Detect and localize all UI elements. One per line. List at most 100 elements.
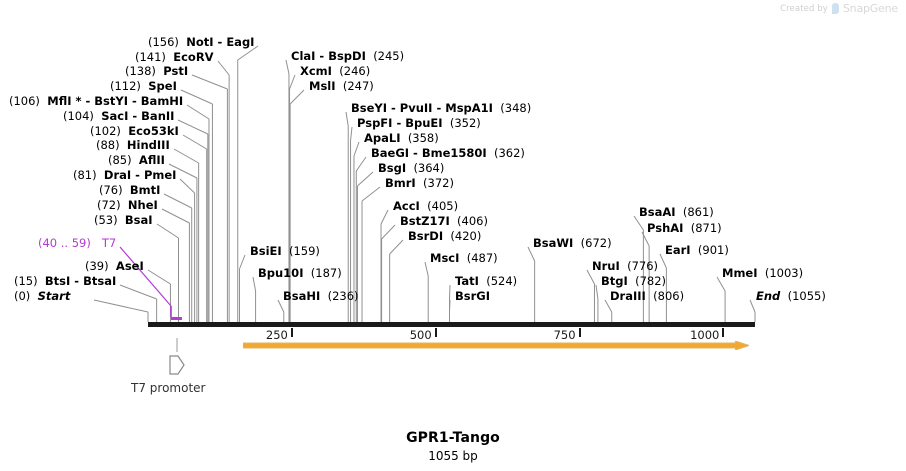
enzyme-label-notI-eagI[interactable]: (156) NotI - EagI bbox=[148, 36, 254, 48]
ruler-label-500: 500 bbox=[409, 328, 432, 342]
leader-claI-bspDI bbox=[285, 59, 290, 75]
enzyme-label-nruI[interactable]: NruI (776) bbox=[592, 260, 658, 272]
enzyme-name: EarI bbox=[665, 243, 691, 257]
enzyme-label-speI[interactable]: (112) SpeI bbox=[110, 80, 177, 92]
terminal-label-start[interactable]: (0) Start bbox=[14, 290, 70, 302]
enzyme-label-draIII[interactable]: DraIII (806) bbox=[610, 290, 684, 302]
enzyme-label-mflI-bstYI-bamHI[interactable]: (106) MflI * - BstYI - BamHI bbox=[9, 95, 183, 107]
terminal-position: (0) bbox=[14, 289, 31, 303]
leader-apaLI bbox=[353, 141, 360, 157]
enzyme-position: (246) bbox=[339, 64, 371, 78]
enzyme-label-xcmI[interactable]: XcmI (246) bbox=[300, 65, 370, 77]
enzyme-label-earI[interactable]: EarI (901) bbox=[665, 244, 729, 256]
enzyme-position: (39) bbox=[85, 259, 109, 273]
enzyme-position: (15) bbox=[14, 274, 38, 288]
enzyme-position: (524) bbox=[486, 274, 518, 288]
leader-bsgI bbox=[357, 171, 374, 187]
enzyme-label-pstI[interactable]: (138) PstI bbox=[125, 65, 188, 77]
enzyme-position: (245) bbox=[373, 49, 405, 63]
ruler-label-750: 750 bbox=[553, 328, 576, 342]
feature-leader-t7 bbox=[119, 246, 172, 307]
enzyme-position: (81) bbox=[73, 168, 97, 182]
enzyme-label-bsgI[interactable]: BsgI (364) bbox=[378, 162, 444, 174]
t7-name: T7 bbox=[101, 236, 117, 250]
enzyme-label-bseYI-pvuII-mspA1I[interactable]: BseYI - PvuII - MspA1I (348) bbox=[351, 102, 531, 114]
enzyme-label-tatI[interactable]: TatI (524) bbox=[455, 275, 517, 287]
enzyme-name: AccI bbox=[393, 199, 420, 213]
enzyme-label-bmtI[interactable]: (76) BmtI bbox=[99, 184, 160, 196]
enzyme-label-bsaI[interactable]: (53) BsaI bbox=[94, 214, 153, 226]
enzyme-label-bstZ17I[interactable]: BstZ17I (406) bbox=[400, 215, 488, 227]
sequence-backbone[interactable] bbox=[148, 322, 755, 327]
orf-arrow-shape[interactable] bbox=[242, 341, 750, 350]
enzyme-position: (358) bbox=[407, 131, 439, 145]
enzyme-name: BsaHI bbox=[283, 289, 321, 303]
enzyme-label-pshAI[interactable]: PshAI (871) bbox=[647, 222, 722, 234]
terminal-label-end[interactable]: End (1055) bbox=[756, 290, 826, 302]
enzyme-label-bmrI[interactable]: BmrI (372) bbox=[385, 177, 454, 189]
enzyme-label-bsaWI[interactable]: BsaWI (672) bbox=[533, 237, 612, 249]
leader-hindIII bbox=[173, 148, 199, 164]
enzyme-position: (348) bbox=[500, 101, 532, 115]
enzyme-position: (53) bbox=[94, 213, 118, 227]
ruler-tick-1000 bbox=[722, 328, 725, 337]
enzyme-label-apaLI[interactable]: ApaLI (358) bbox=[364, 132, 439, 144]
feature-bar-t7[interactable] bbox=[171, 317, 182, 320]
leader-aseI bbox=[147, 269, 171, 285]
terminal-position: (1055) bbox=[787, 289, 826, 303]
enzyme-name: SpeI bbox=[148, 79, 177, 93]
enzyme-name: BsaWI bbox=[533, 236, 574, 250]
enzyme-label-accI[interactable]: AccI (405) bbox=[393, 200, 458, 212]
enzyme-name: EcoRV bbox=[173, 50, 214, 64]
enzyme-name: DraI - PmeI bbox=[103, 168, 177, 182]
enzyme-position: (88) bbox=[96, 138, 120, 152]
enzyme-position: (372) bbox=[423, 176, 454, 190]
watermark-created-by: Created by bbox=[780, 3, 828, 14]
enzyme-label-pspFI-bpuEI[interactable]: PspFI - BpuEI (352) bbox=[357, 117, 481, 129]
leader-eco53kI bbox=[182, 134, 207, 150]
enzyme-label-mscI[interactable]: MscI (487) bbox=[430, 252, 498, 264]
enzyme-label-mslI[interactable]: MslI (247) bbox=[309, 80, 374, 92]
enzyme-name: PshAI bbox=[647, 221, 684, 235]
enzyme-label-ecoRV[interactable]: (141) EcoRV bbox=[135, 51, 214, 63]
t7-promoter-arrow-icon[interactable] bbox=[165, 352, 191, 378]
leader-ecoRV bbox=[217, 60, 230, 76]
map-size-label: 1055 bp bbox=[428, 449, 478, 463]
enzyme-position: (102) bbox=[90, 124, 121, 138]
enzyme-label-eco53kI[interactable]: (102) Eco53kI bbox=[90, 125, 179, 137]
enzyme-label-draI-pmeI[interactable]: (81) DraI - PmeI bbox=[73, 169, 176, 181]
enzyme-label-bsrGI[interactable]: BsrGI bbox=[455, 290, 490, 302]
enzyme-label-hindIII[interactable]: (88) HindIII bbox=[96, 139, 170, 151]
enzyme-label-aseI[interactable]: (39) AseI bbox=[85, 260, 144, 272]
leader-btsI-btsaI bbox=[119, 284, 157, 300]
enzyme-label-bsaAI[interactable]: BsaAI (861) bbox=[639, 206, 714, 218]
enzyme-label-btsI-btsaI[interactable]: (15) BtsI - BtsaI bbox=[14, 275, 116, 287]
ruler-label-250: 250 bbox=[265, 328, 288, 342]
enzyme-position: (85) bbox=[108, 153, 132, 167]
enzyme-label-sacI-banII[interactable]: (104) SacI - BanII bbox=[63, 110, 174, 122]
enzyme-name: ClaI - BspDI bbox=[291, 49, 366, 63]
enzyme-position: (112) bbox=[110, 79, 141, 93]
enzyme-name: NruI bbox=[592, 259, 620, 273]
enzyme-label-mmeI[interactable]: MmeI (1003) bbox=[722, 267, 803, 279]
enzyme-position: (782) bbox=[635, 274, 667, 288]
enzyme-name: BsrGI bbox=[455, 289, 490, 303]
enzyme-label-bsiEI[interactable]: BsiEI (159) bbox=[250, 245, 320, 257]
enzyme-label-aflII[interactable]: (85) AflII bbox=[108, 154, 165, 166]
enzyme-name: DraIII bbox=[610, 289, 646, 303]
enzyme-label-bsaHI[interactable]: BsaHI (236) bbox=[283, 290, 359, 302]
enzyme-label-btgI[interactable]: BtgI (782) bbox=[601, 275, 666, 287]
enzyme-label-bpu10I[interactable]: Bpu10I (187) bbox=[258, 267, 342, 279]
leader-bmrI bbox=[361, 186, 381, 202]
enzyme-name: Bpu10I bbox=[258, 266, 304, 280]
enzyme-position: (364) bbox=[413, 161, 445, 175]
feature-label-t7[interactable]: (40 .. 59) T7 bbox=[38, 237, 116, 249]
enzyme-position: (141) bbox=[135, 50, 166, 64]
enzyme-label-claI-bspDI[interactable]: ClaI - BspDI (245) bbox=[291, 50, 404, 62]
enzyme-label-nheI[interactable]: (72) NheI bbox=[97, 199, 158, 211]
orf-arrow[interactable] bbox=[242, 341, 750, 350]
leader-mslI bbox=[289, 89, 305, 105]
enzyme-label-bsrDI[interactable]: BsrDI (420) bbox=[408, 230, 481, 242]
enzyme-label-baeGI-bme1580I[interactable]: BaeGI - Bme1580I (362) bbox=[371, 147, 525, 159]
enzyme-position: (187) bbox=[310, 266, 342, 280]
